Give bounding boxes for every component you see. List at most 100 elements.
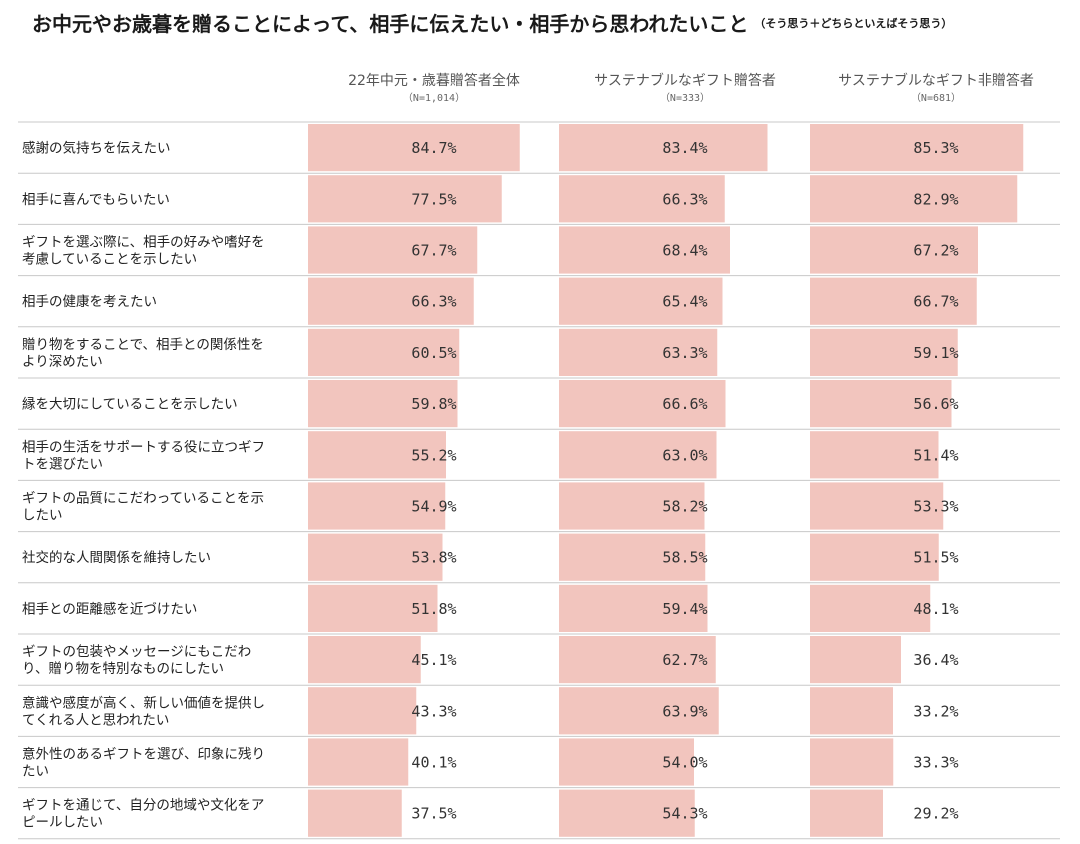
- value-label: 66.7%: [913, 293, 958, 311]
- category-label: 相手の生活をサポートする役に立つギフ: [22, 439, 265, 455]
- bar: [559, 175, 725, 223]
- value-label: 43.3%: [411, 702, 456, 720]
- bar: [308, 431, 446, 479]
- bar: [308, 738, 409, 786]
- bar: [308, 124, 520, 172]
- bar: [559, 584, 708, 632]
- value-label: 66.3%: [411, 293, 456, 311]
- category-label: 相手の健康を考えたい: [22, 293, 157, 310]
- bar: [810, 431, 939, 479]
- value-label: 67.2%: [913, 242, 958, 260]
- bar: [810, 789, 883, 837]
- bar: [810, 482, 944, 530]
- value-label: 67.7%: [411, 242, 456, 260]
- bar: [559, 687, 719, 735]
- value-label: 54.9%: [411, 498, 456, 516]
- category-label: ギフトを通じて、自分の地域や文化をア: [22, 798, 264, 814]
- value-label: 53.8%: [411, 549, 456, 567]
- bar: [559, 636, 716, 684]
- category-label: 相手に喜んでもらいたい: [22, 192, 170, 208]
- value-label: 62.7%: [662, 651, 707, 669]
- bar: [559, 226, 730, 274]
- value-label: 66.3%: [662, 190, 707, 208]
- value-label: 63.0%: [662, 446, 707, 464]
- bar: [810, 738, 894, 786]
- bar: [308, 789, 402, 837]
- value-label: 59.4%: [662, 600, 707, 618]
- bar: [308, 636, 421, 684]
- category-label: 意識や感度が高く、新しい価値を提供し: [22, 694, 265, 711]
- value-label: 84.7%: [411, 139, 456, 157]
- category-label: したい: [22, 508, 63, 524]
- value-label: 68.4%: [662, 242, 707, 260]
- value-label: 33.2%: [913, 702, 958, 720]
- category-label: てくれる人と思われたい: [22, 712, 169, 728]
- column-sample-size: （N=333）: [660, 92, 710, 104]
- value-label: 56.6%: [913, 395, 958, 413]
- value-label: 37.5%: [411, 805, 456, 823]
- chart-subtitle: （そう思う＋どちらといえばそう思う）: [754, 16, 953, 30]
- column-sample-size: （N=681）: [911, 92, 961, 104]
- bar: [810, 277, 977, 325]
- bar: [559, 431, 717, 479]
- value-label: 66.6%: [662, 395, 707, 413]
- bar: [308, 226, 478, 274]
- category-label: ギフトの包装やメッセージにもこだわ: [22, 644, 251, 660]
- bar: [810, 226, 978, 274]
- value-label: 58.2%: [662, 498, 707, 516]
- chart-title-area: お中元やお歳暮を贈ることによって、相手に伝えたい・相手から思われたいこと （そう思…: [32, 8, 1072, 42]
- value-label: 85.3%: [913, 139, 958, 157]
- value-label: 63.9%: [662, 702, 707, 720]
- value-label: 51.5%: [913, 549, 958, 567]
- column-sample-size: （N=1,014）: [403, 92, 465, 104]
- bar: [810, 584, 931, 632]
- column-header: サステナブルなギフト非贈答者: [838, 72, 1034, 89]
- value-label: 54.0%: [662, 754, 707, 772]
- bar: [810, 124, 1024, 172]
- value-label: 33.3%: [913, 754, 958, 772]
- category-label: ギフトを選ぶ際に、相手の好みや嗜好を: [22, 235, 265, 251]
- column-header: 22年中元・歳暮贈答者全体: [348, 72, 520, 89]
- column-header: サステナブルなギフト贈答者: [594, 72, 776, 89]
- category-label: たい: [22, 764, 49, 780]
- value-label: 55.2%: [411, 446, 456, 464]
- value-label: 51.4%: [913, 446, 958, 464]
- category-label: 縁を大切にしていることを示したい: [22, 397, 238, 413]
- value-label: 83.4%: [662, 139, 707, 157]
- category-label: 贈り物をすることで、相手との関係性を: [22, 337, 264, 353]
- value-label: 40.1%: [411, 754, 456, 772]
- value-label: 53.3%: [913, 498, 958, 516]
- value-label: 82.9%: [913, 190, 958, 208]
- bar: [810, 175, 1018, 223]
- bar: [559, 789, 695, 837]
- bar: [308, 380, 458, 428]
- value-label: 77.5%: [411, 190, 456, 208]
- category-label: ピールしたい: [22, 815, 103, 831]
- bar: [308, 687, 417, 735]
- bar: [559, 533, 706, 581]
- bar: [308, 482, 446, 530]
- value-label: 48.1%: [913, 600, 958, 618]
- bar: [559, 482, 705, 530]
- category-label: より深めたい: [22, 354, 103, 370]
- value-label: 63.3%: [662, 344, 707, 362]
- category-label: 感謝の気持ちを伝えたい: [22, 140, 171, 157]
- value-label: 29.2%: [913, 805, 958, 823]
- category-label: 考慮していることを示したい: [22, 252, 197, 268]
- bar: [559, 124, 768, 172]
- bar: [810, 687, 893, 735]
- value-label: 58.5%: [662, 549, 707, 567]
- bar: [559, 328, 718, 376]
- category-label: 相手との距離感を近づけたい: [22, 600, 197, 617]
- bar: [308, 533, 443, 581]
- chart-title: お中元やお歳暮を贈ることによって、相手に伝えたい・相手から思われたいこと: [32, 12, 749, 36]
- bar: [308, 277, 474, 325]
- value-label: 65.4%: [662, 293, 707, 311]
- bar: [559, 380, 726, 428]
- category-label: 意外性のあるギフトを選び、印象に残り: [22, 746, 265, 763]
- category-label: 社交的な人間関係を維持したい: [22, 549, 211, 566]
- bar: [810, 380, 952, 428]
- value-label: 59.1%: [913, 344, 958, 362]
- bar: [559, 277, 723, 325]
